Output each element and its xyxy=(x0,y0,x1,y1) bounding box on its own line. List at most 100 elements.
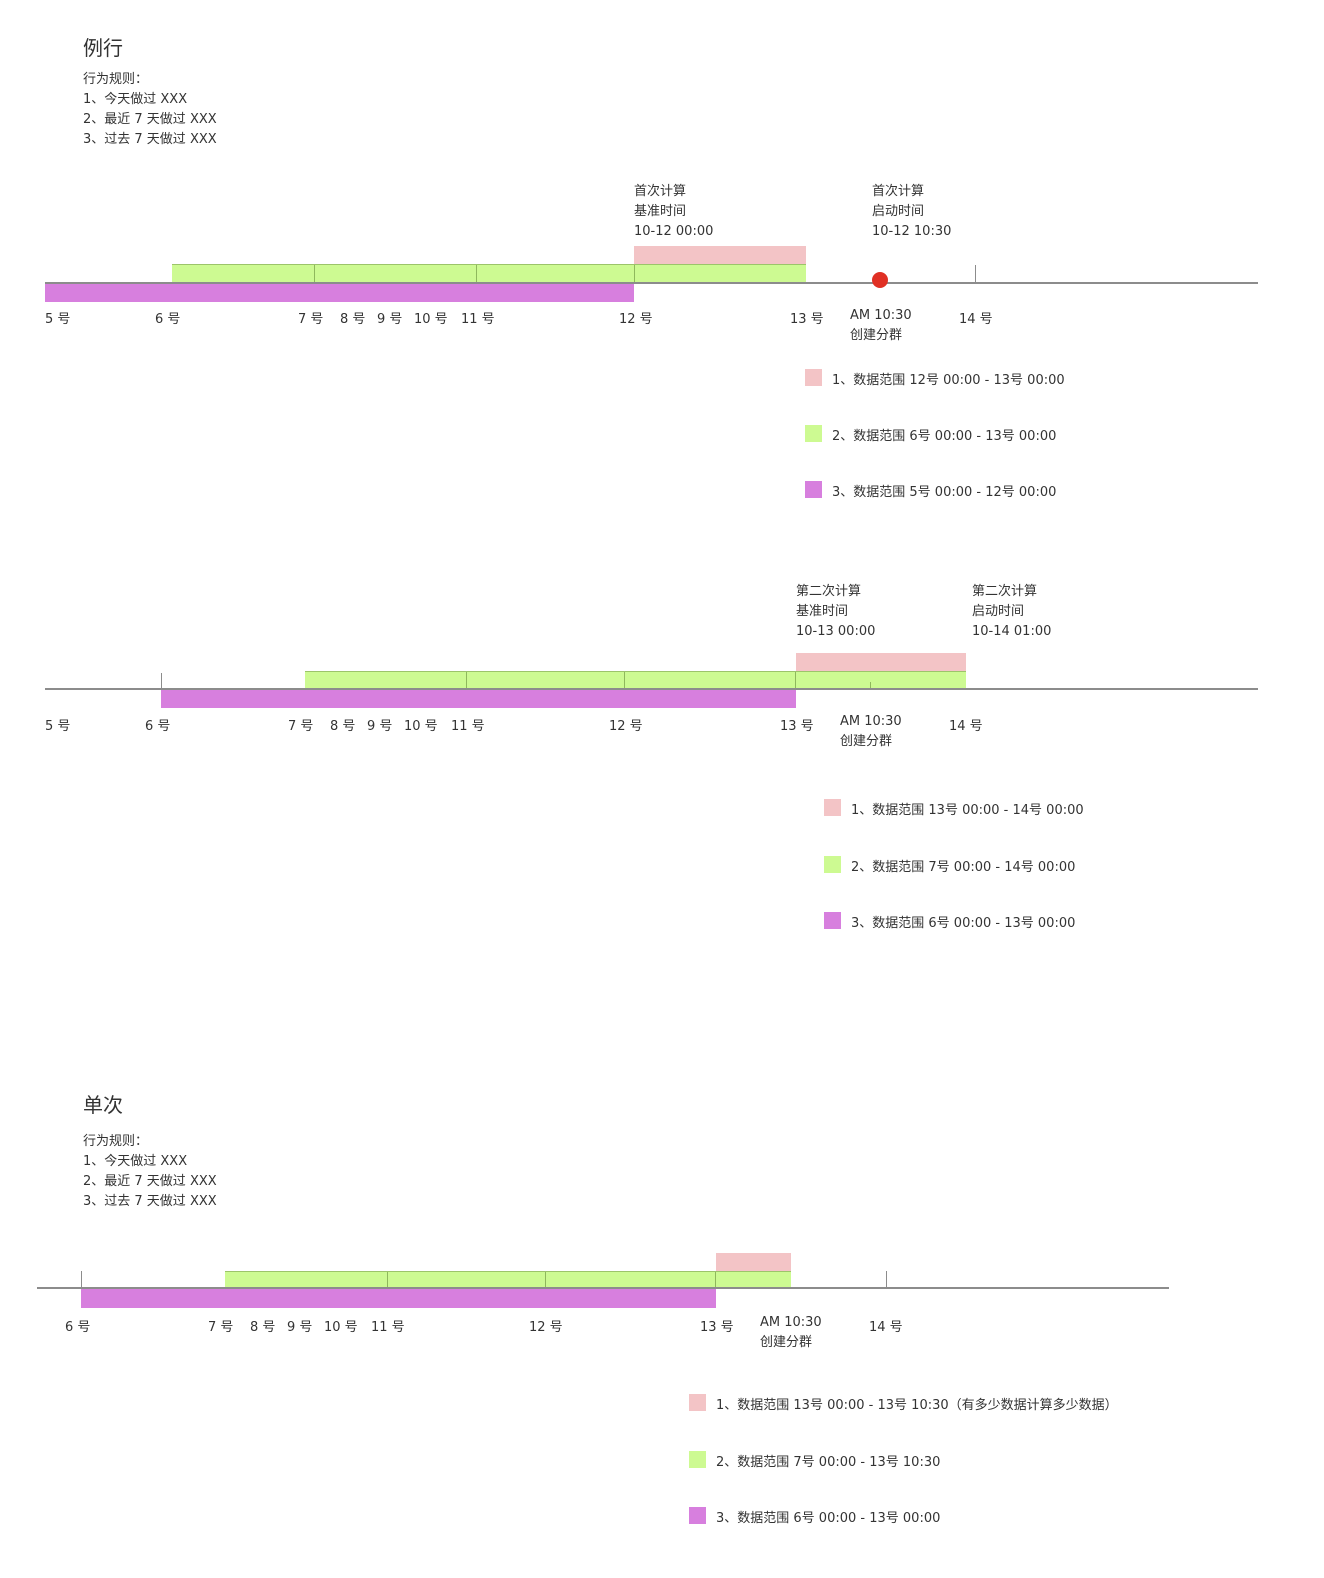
tick-label: 12 号 xyxy=(529,1320,563,1335)
tick-label: 14 号 xyxy=(949,719,983,734)
tick-label: 11 号 xyxy=(371,1320,405,1335)
annotation-line: 10-12 10:30 xyxy=(872,224,952,239)
range-bar-today xyxy=(796,653,966,671)
range-bar-recent-7-days xyxy=(305,671,966,689)
second-calc-start-annotation: 第二次计算 启动时间 10-14 01:00 xyxy=(972,582,1051,642)
range-bar-today xyxy=(634,246,806,264)
bar-divider xyxy=(387,1272,388,1289)
range-bar-past-7-days xyxy=(81,1289,716,1308)
annotation-line: 首次计算 xyxy=(634,184,687,199)
annotation-line: 启动时间 xyxy=(872,204,925,219)
legend-item: 1、数据范围 13号 00:00 - 14号 00:00 xyxy=(851,803,1084,818)
annotation-line: 10-13 00:00 xyxy=(796,624,876,639)
tick-label: 7 号 xyxy=(288,719,314,734)
bar-divider xyxy=(624,672,625,689)
annotation-line: 创建分群 xyxy=(760,1335,813,1350)
annotation-line: 第二次计算 xyxy=(796,584,862,599)
axis-tick xyxy=(975,265,976,283)
tick-label: 8 号 xyxy=(340,312,366,327)
bar-divider xyxy=(870,682,871,689)
annotation-line: 创建分群 xyxy=(840,734,893,749)
tick-label: 13 号 xyxy=(780,719,814,734)
tick-label: 11 号 xyxy=(451,719,485,734)
annotation-line: 第二次计算 xyxy=(972,584,1038,599)
time-axis xyxy=(45,688,1258,690)
bar-divider xyxy=(715,1272,716,1289)
rule-1: 1、今天做过 XXX xyxy=(83,92,188,107)
routine-title: 例行 xyxy=(83,36,123,60)
range-bar-recent-7-days xyxy=(172,264,806,283)
routine-rules: 行为规则： 1、今天做过 XXX 2、最近 7 天做过 XXX 3、过去 7 天… xyxy=(83,70,217,150)
tick-label: 12 号 xyxy=(619,312,653,327)
rule-heading: 行为规则： xyxy=(83,1134,149,1149)
annotation-line: 创建分群 xyxy=(850,328,903,343)
create-segment-label: AM 10:30 创建分群 xyxy=(760,1313,822,1353)
legend-swatch-green xyxy=(805,425,822,442)
legend-swatch-purple xyxy=(689,1507,706,1524)
annotation-line: AM 10:30 xyxy=(760,1315,822,1330)
bar-divider xyxy=(634,265,635,283)
annotation-line: 10-14 01:00 xyxy=(972,624,1052,639)
rule-3: 3、过去 7 天做过 XXX xyxy=(83,1194,217,1209)
annotation-line: 基准时间 xyxy=(634,204,687,219)
rule-3: 3、过去 7 天做过 XXX xyxy=(83,132,217,147)
legend-item: 3、数据范围 6号 00:00 - 13号 00:00 xyxy=(716,1511,941,1526)
legend-swatch-purple xyxy=(824,912,841,929)
bar-divider xyxy=(545,1272,546,1289)
time-axis xyxy=(45,282,1258,284)
legend-item: 3、数据范围 6号 00:00 - 13号 00:00 xyxy=(851,916,1076,931)
range-bar-past-7-days xyxy=(45,284,634,302)
legend-item: 2、数据范围 7号 00:00 - 13号 10:30 xyxy=(716,1455,941,1470)
rule-2: 2、最近 7 天做过 XXX xyxy=(83,112,217,127)
tick-label: 12 号 xyxy=(609,719,643,734)
annotation-line: 首次计算 xyxy=(872,184,925,199)
rule-heading: 行为规则： xyxy=(83,72,149,87)
first-calc-start-annotation: 首次计算 启动时间 10-12 10:30 xyxy=(872,182,951,242)
tick-label: 10 号 xyxy=(414,312,448,327)
annotation-line: AM 10:30 xyxy=(850,308,912,323)
tick-label: 13 号 xyxy=(790,312,824,327)
legend-item: 3、数据范围 5号 00:00 - 12号 00:00 xyxy=(832,485,1057,500)
legend-swatch-purple xyxy=(805,481,822,498)
tick-label: 7 号 xyxy=(298,312,324,327)
single-rules: 行为规则： 1、今天做过 XXX 2、最近 7 天做过 XXX 3、过去 7 天… xyxy=(83,1132,217,1212)
bar-divider xyxy=(466,672,467,689)
second-calc-baseline-annotation: 第二次计算 基准时间 10-13 00:00 xyxy=(796,582,875,642)
create-segment-label: AM 10:30 创建分群 xyxy=(840,712,902,752)
tick-label: 8 号 xyxy=(330,719,356,734)
annotation-line: AM 10:30 xyxy=(840,714,902,729)
tick-label: 11 号 xyxy=(461,312,495,327)
range-bar-today xyxy=(716,1253,791,1271)
legend-item: 1、数据范围 13号 00:00 - 13号 10:30（有多少数据计算多少数据… xyxy=(716,1398,1118,1413)
legend-swatch-pink xyxy=(805,369,822,386)
tick-label: 9 号 xyxy=(367,719,393,734)
rule-1: 1、今天做过 XXX xyxy=(83,1154,188,1169)
range-bar-past-7-days xyxy=(161,690,796,708)
tick-label: 9 号 xyxy=(287,1320,313,1335)
tick-label: 8 号 xyxy=(250,1320,276,1335)
legend-swatch-green xyxy=(689,1451,706,1468)
tick-label: 13 号 xyxy=(700,1320,734,1335)
tick-label: 6 号 xyxy=(145,719,171,734)
start-time-marker xyxy=(872,272,888,288)
single-title: 单次 xyxy=(83,1093,123,1117)
time-axis xyxy=(37,1287,1169,1289)
bar-divider xyxy=(314,265,315,283)
tick-label: 10 号 xyxy=(324,1320,358,1335)
tick-label: 5 号 xyxy=(45,312,71,327)
tick-label: 5 号 xyxy=(45,719,71,734)
bar-divider xyxy=(795,672,796,689)
range-bar-recent-7-days xyxy=(225,1271,791,1289)
legend-swatch-pink xyxy=(689,1394,706,1411)
rule-2: 2、最近 7 天做过 XXX xyxy=(83,1174,217,1189)
tick-label: 7 号 xyxy=(208,1320,234,1335)
legend-swatch-green xyxy=(824,856,841,873)
legend-item: 1、数据范围 12号 00:00 - 13号 00:00 xyxy=(832,373,1065,388)
first-calc-baseline-annotation: 首次计算 基准时间 10-12 00:00 xyxy=(634,182,713,242)
tick-label: 10 号 xyxy=(404,719,438,734)
tick-label: 14 号 xyxy=(959,312,993,327)
legend-swatch-pink xyxy=(824,799,841,816)
tick-label: 6 号 xyxy=(65,1320,91,1335)
bar-divider xyxy=(476,265,477,283)
tick-label: 14 号 xyxy=(869,1320,903,1335)
